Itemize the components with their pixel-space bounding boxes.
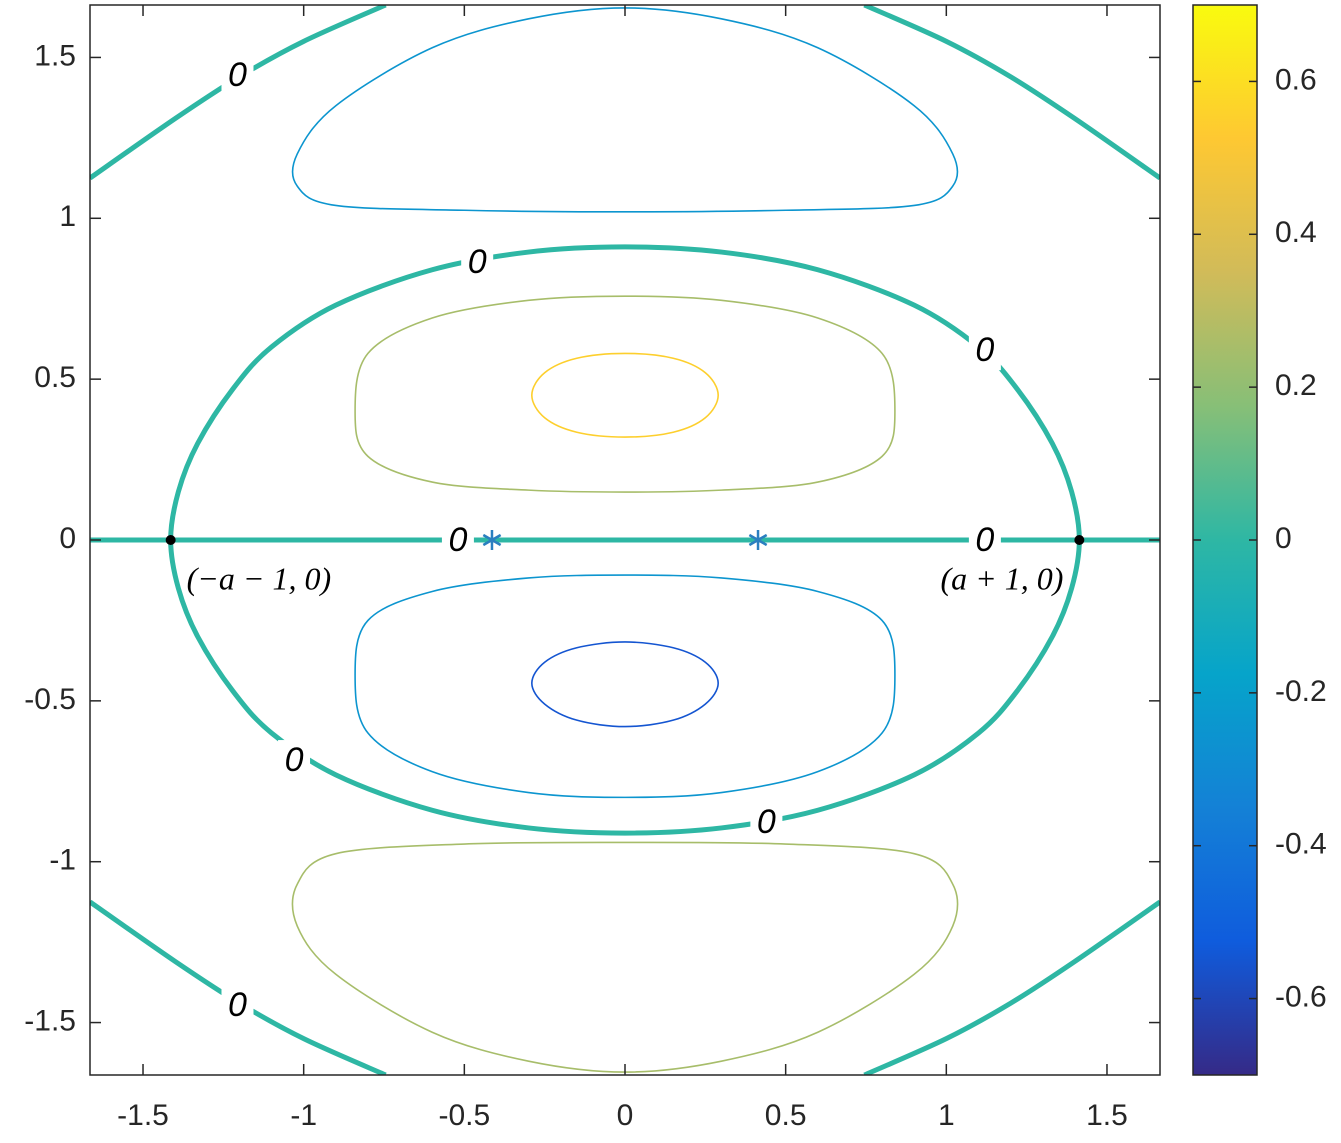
y-tick-label: -1 [49, 844, 76, 877]
contour-label-gap [968, 520, 1001, 560]
contour-line [354, 295, 896, 493]
contour-line [354, 574, 896, 799]
colorbar-tick-label: 0.2 [1275, 369, 1317, 402]
star-marker [748, 530, 768, 550]
contour-label: 0 [228, 986, 247, 1024]
contour-line [531, 352, 719, 438]
contour-line [531, 641, 719, 728]
y-tick-label: -0.5 [24, 683, 76, 716]
x-tick-label: 0 [617, 1099, 634, 1132]
y-tick-label: -1.5 [24, 1004, 76, 1037]
colorbar-tick-label: -0.6 [1275, 980, 1327, 1013]
y-tick-label: 0.5 [34, 361, 76, 394]
y-tick-label: 0 [59, 522, 76, 555]
colorbar-tick-label: 0.6 [1275, 63, 1317, 96]
contour-label-gap [221, 984, 254, 1025]
y-tick-label: 1 [59, 200, 76, 233]
contour-label: 0 [975, 521, 994, 559]
contour-label-gap [221, 55, 254, 96]
x-tick-label: -0.5 [438, 1099, 490, 1132]
point-marker [1074, 535, 1085, 545]
x-tick-label: -1.5 [117, 1099, 169, 1132]
contour-label: 0 [228, 56, 247, 94]
colorbar-tick-label: -0.2 [1275, 675, 1327, 708]
contour-label: 0 [285, 741, 304, 779]
x-tick-label: -1 [290, 1099, 317, 1132]
contour-label-gap [441, 520, 474, 560]
contour-label-gap [750, 802, 783, 843]
colorbar [1192, 4, 1258, 1076]
x-tick-label: 1.5 [1086, 1099, 1128, 1132]
contour-label-gap [461, 242, 494, 283]
point-annotation: (a + 1, 0) [940, 560, 1063, 596]
x-tick-label: 1 [938, 1099, 955, 1132]
colorbar-tick-label: -0.4 [1275, 828, 1327, 861]
contour-label: 0 [448, 521, 467, 559]
x-tick-label: 0.5 [765, 1099, 807, 1132]
contour-label: 0 [757, 803, 776, 841]
star-marker [482, 530, 502, 550]
colorbar-tick-label: 0.4 [1275, 216, 1317, 249]
contour-line [863, 5, 1160, 181]
contour-label-gap [968, 330, 1001, 371]
contour-label: 0 [468, 243, 487, 281]
colorbar-tick-label: 0 [1275, 522, 1292, 555]
star-stroke [482, 533, 502, 547]
point-annotation: (−a − 1, 0) [187, 560, 332, 596]
contour-label: 0 [975, 331, 994, 369]
contour-line [863, 899, 1160, 1075]
point-marker [165, 535, 176, 545]
star-stroke [748, 533, 768, 547]
contour-label-gap [278, 740, 311, 781]
y-tick-label: 1.5 [34, 39, 76, 72]
